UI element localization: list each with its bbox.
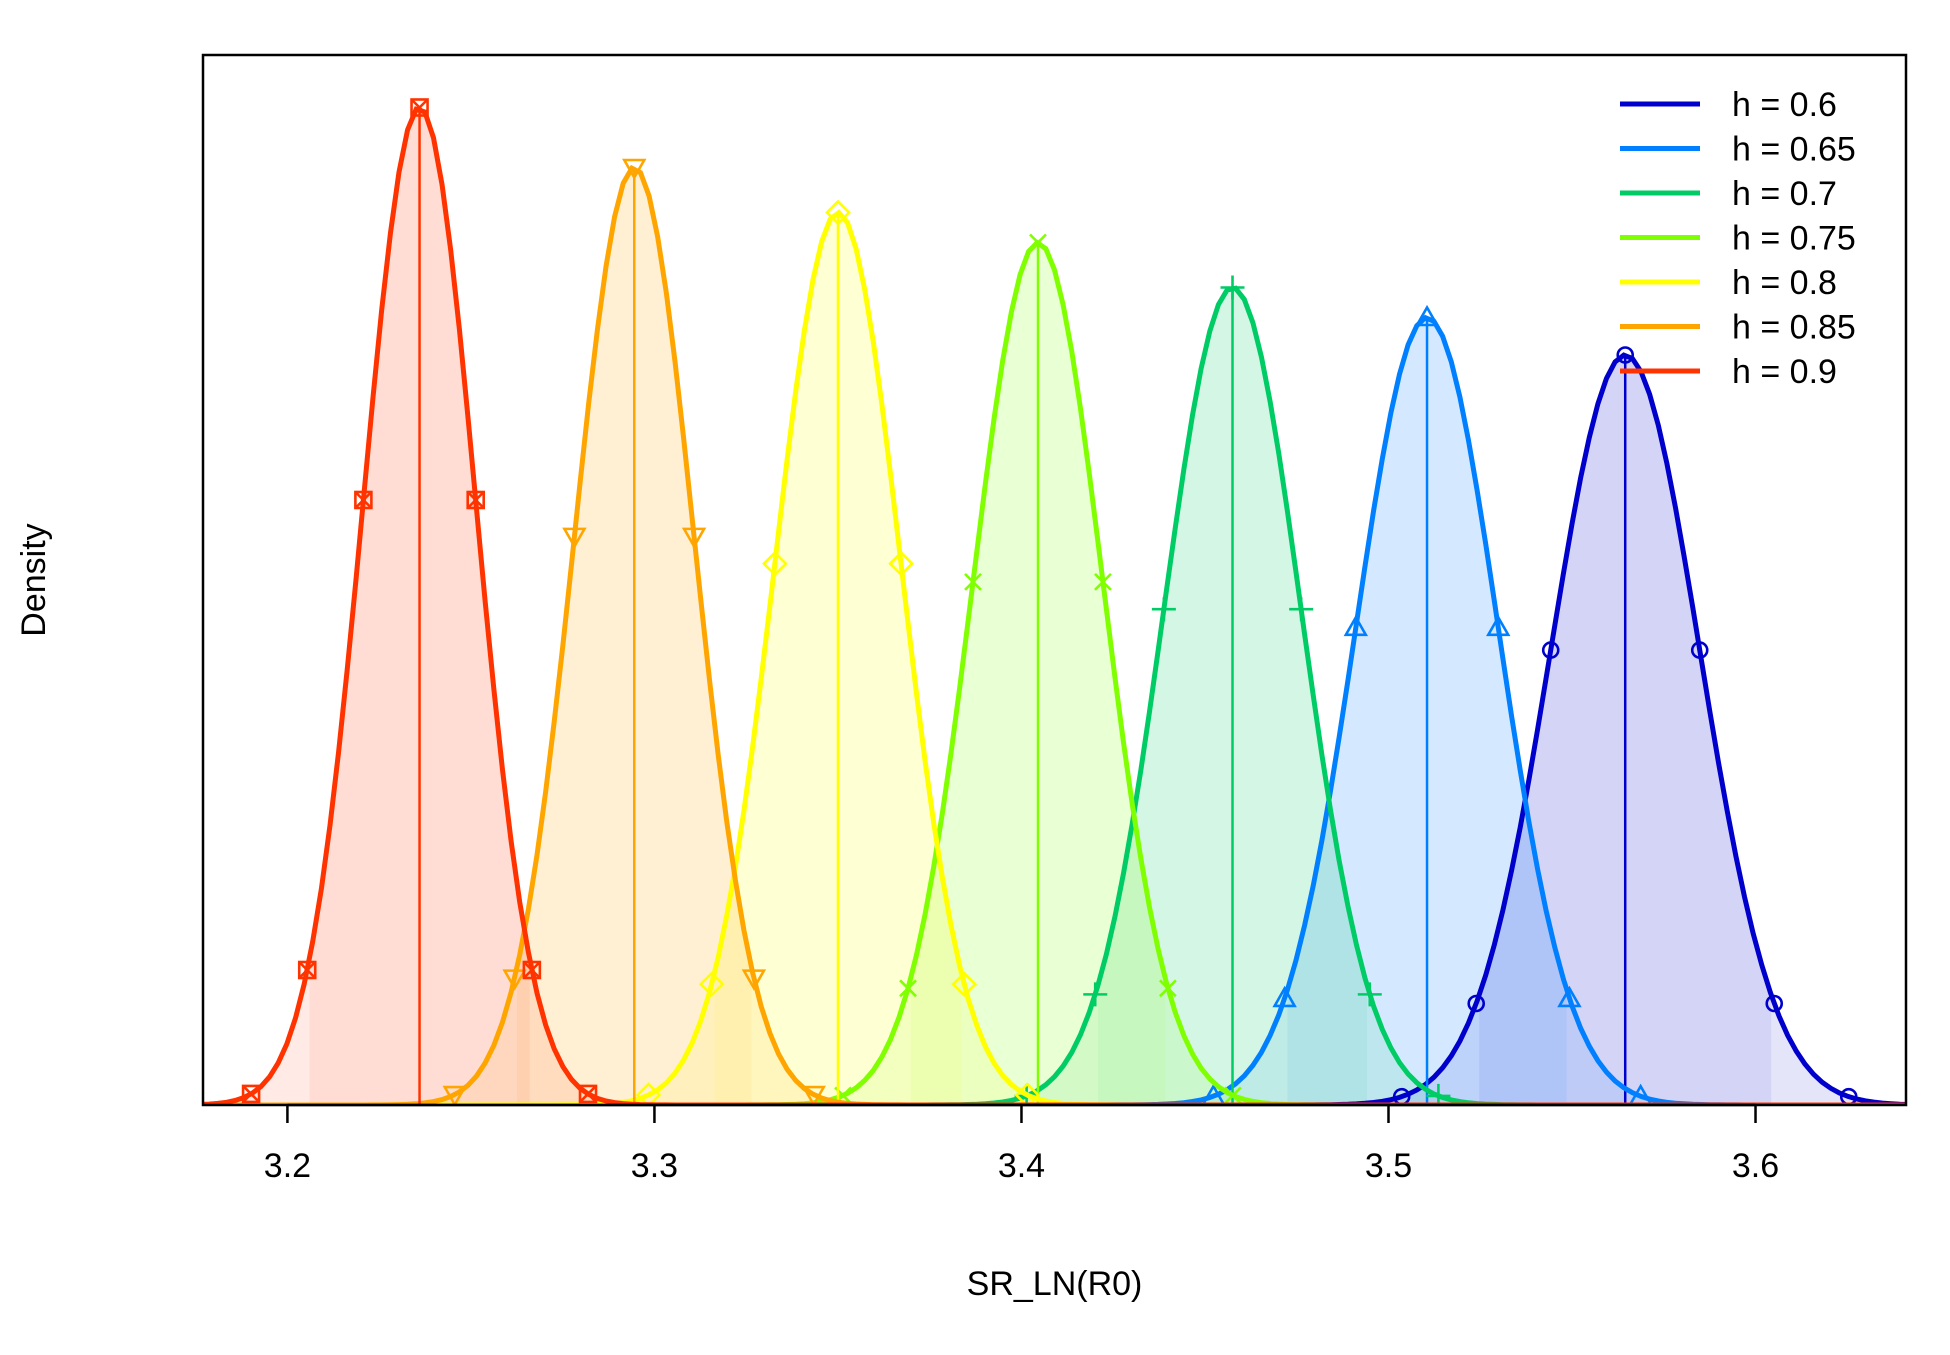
y-axis-label: Density <box>15 523 53 636</box>
legend-item: h = 0.8 <box>1620 264 1837 302</box>
legend-item: h = 0.6 <box>1620 86 1837 124</box>
legend-label: h = 0.8 <box>1732 264 1837 302</box>
x-tick-label: 3.5 <box>1365 1147 1412 1185</box>
legend-item: h = 0.85 <box>1620 309 1856 347</box>
x-tick-label: 3.4 <box>998 1147 1045 1185</box>
legend: h = 0.6 h = 0.65 h = 0.7 h = 0.75 h = 0.8 h =… <box>1620 86 1856 391</box>
x-axis-label: SR_LN(R0) <box>967 1265 1143 1303</box>
legend-label: h = 0.7 <box>1732 175 1837 213</box>
x-tick-label: 3.2 <box>264 1147 311 1185</box>
legend-label: h = 0.65 <box>1732 131 1856 169</box>
x-tick-label: 3.3 <box>631 1147 678 1185</box>
legend-item: h = 0.75 <box>1620 220 1856 258</box>
legend-item: h = 0.9 <box>1620 353 1837 391</box>
legend-label: h = 0.85 <box>1732 309 1856 347</box>
legend-label: h = 0.75 <box>1732 220 1856 258</box>
x-axis: 3.2 3.3 3.4 3.5 3.6 <box>264 1105 1779 1185</box>
legend-item: h = 0.7 <box>1620 175 1837 213</box>
legend-item: h = 0.65 <box>1620 131 1856 169</box>
legend-label: h = 0.6 <box>1732 86 1837 124</box>
legend-label: h = 0.9 <box>1732 353 1837 391</box>
x-tick-label: 3.6 <box>1732 1147 1779 1185</box>
